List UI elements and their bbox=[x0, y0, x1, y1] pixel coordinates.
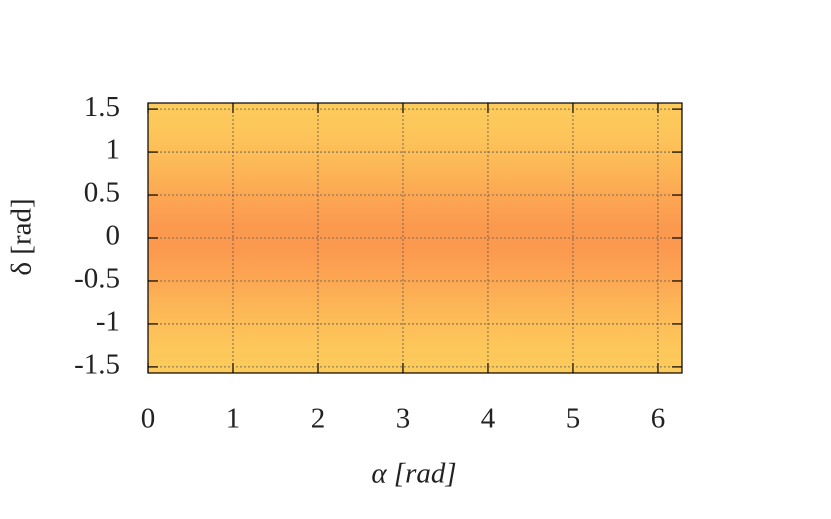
y-tick-label: -1.5 bbox=[74, 349, 120, 381]
y-tick-label: 1.5 bbox=[84, 91, 120, 123]
plot-frame bbox=[147, 102, 683, 374]
y-axis-label: δ [rad] bbox=[6, 198, 38, 275]
y-tick-label: 0 bbox=[106, 220, 121, 252]
y-tick-label: -0.5 bbox=[74, 263, 120, 295]
x-axis-label: α [rad] bbox=[371, 458, 456, 490]
y-tick-label: -1 bbox=[96, 306, 120, 338]
y-tick-label: 1 bbox=[106, 134, 121, 166]
x-tick-label: 4 bbox=[481, 403, 496, 435]
y-tick-label: 0.5 bbox=[84, 177, 120, 209]
x-tick-label: 1 bbox=[226, 403, 241, 435]
x-tick-label: 3 bbox=[396, 403, 411, 435]
x-tick-label: 6 bbox=[651, 403, 666, 435]
x-tick-label: 5 bbox=[566, 403, 581, 435]
x-tick-label: 2 bbox=[311, 403, 326, 435]
x-tick-label: 0 bbox=[141, 403, 156, 435]
